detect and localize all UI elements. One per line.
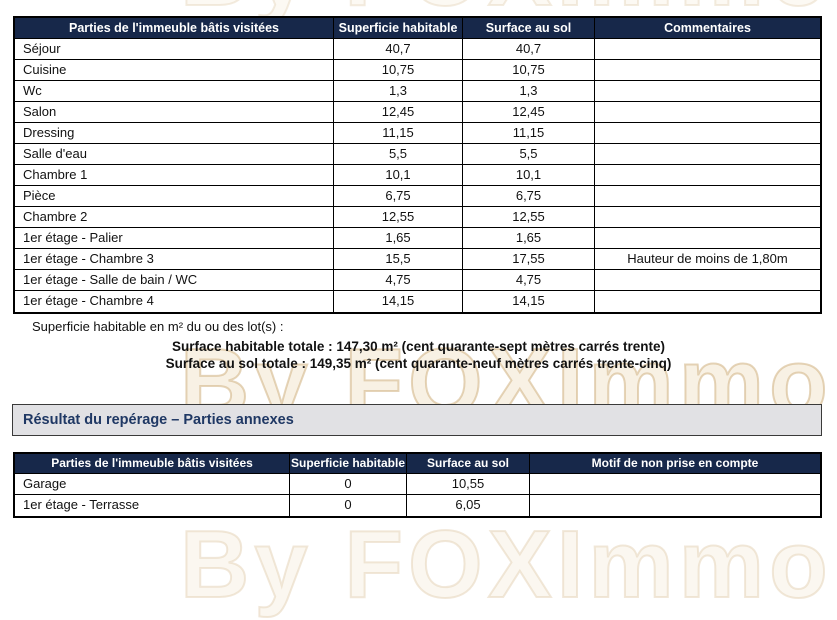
cell-surface: 5,5 bbox=[463, 144, 595, 165]
cell-room-name: Wc bbox=[15, 81, 334, 102]
cell-commentaire bbox=[595, 39, 820, 60]
table-row: Pièce 6,75 6,75 bbox=[15, 186, 820, 207]
cell-surface: 17,55 bbox=[463, 249, 595, 270]
header-superficie-habitable: Superficie habitable bbox=[290, 454, 407, 474]
cell-superficie: 11,15 bbox=[334, 123, 463, 144]
cell-commentaire: Hauteur de moins de 1,80m bbox=[595, 249, 820, 270]
table-row: Wc 1,3 1,3 bbox=[15, 81, 820, 102]
total-habitable-line: Surface habitable totale : 147,30 m² (ce… bbox=[172, 339, 665, 354]
table-row: Salle d'eau 5,5 5,5 bbox=[15, 144, 820, 165]
cell-surface: 1,3 bbox=[463, 81, 595, 102]
cell-room-name: Chambre 2 bbox=[15, 207, 334, 228]
cell-superficie: 12,45 bbox=[334, 102, 463, 123]
cell-superficie: 14,15 bbox=[334, 291, 463, 312]
header-motif: Motif de non prise en compte bbox=[530, 454, 820, 474]
table-row: Chambre 2 12,55 12,55 bbox=[15, 207, 820, 228]
section-title: Résultat du repérage – Parties annexes bbox=[23, 412, 294, 428]
cell-surface: 11,15 bbox=[463, 123, 595, 144]
table-header-row: Parties de l'immeuble bâtis visitées Sup… bbox=[15, 18, 820, 39]
cell-room-name: Salle d'eau bbox=[15, 144, 334, 165]
habitable-parts-table: Parties de l'immeuble bâtis visitées Sup… bbox=[13, 16, 822, 314]
cell-surface: 12,45 bbox=[463, 102, 595, 123]
table-row: 1er étage - Chambre 3 15,5 17,55 Hauteur… bbox=[15, 249, 820, 270]
cell-room-name: Salon bbox=[15, 102, 334, 123]
cell-commentaire bbox=[595, 102, 820, 123]
cell-superficie: 4,75 bbox=[334, 270, 463, 291]
cell-surface: 14,15 bbox=[463, 291, 595, 312]
cell-commentaire bbox=[595, 60, 820, 81]
cell-room-name: Chambre 1 bbox=[15, 165, 334, 186]
table-row: 1er étage - Chambre 4 14,15 14,15 bbox=[15, 291, 820, 312]
header-parties: Parties de l'immeuble bâtis visitées bbox=[15, 454, 290, 474]
cell-superficie: 5,5 bbox=[334, 144, 463, 165]
cell-room-name: 1er étage - Chambre 3 bbox=[15, 249, 334, 270]
cell-surface: 10,1 bbox=[463, 165, 595, 186]
table-row: 1er étage - Palier 1,65 1,65 bbox=[15, 228, 820, 249]
cell-surface: 6,75 bbox=[463, 186, 595, 207]
cell-motif bbox=[530, 495, 820, 516]
cell-commentaire bbox=[595, 165, 820, 186]
document-page: Parties de l'immeuble bâtis visitées Sup… bbox=[0, 16, 837, 518]
cell-superficie: 10,75 bbox=[334, 60, 463, 81]
cell-surface: 10,75 bbox=[463, 60, 595, 81]
cell-room-name: 1er étage - Terrasse bbox=[15, 495, 290, 516]
header-parties: Parties de l'immeuble bâtis visitées bbox=[15, 18, 334, 39]
cell-superficie: 40,7 bbox=[334, 39, 463, 60]
cell-commentaire bbox=[595, 123, 820, 144]
cell-room-name: 1er étage - Salle de bain / WC bbox=[15, 270, 334, 291]
cell-room-name: Séjour bbox=[15, 39, 334, 60]
cell-commentaire bbox=[595, 291, 820, 312]
header-surface-au-sol: Surface au sol bbox=[463, 18, 595, 39]
header-surface-au-sol: Surface au sol bbox=[407, 454, 530, 474]
superficie-note: Superficie habitable en m² du ou des lot… bbox=[32, 319, 284, 334]
section-title-bar: Résultat du repérage – Parties annexes bbox=[12, 404, 822, 436]
table-row: Séjour 40,7 40,7 bbox=[15, 39, 820, 60]
cell-commentaire bbox=[595, 186, 820, 207]
cell-surface: 1,65 bbox=[463, 228, 595, 249]
cell-surface: 40,7 bbox=[463, 39, 595, 60]
annex-parts-table: Parties de l'immeuble bâtis visitées Sup… bbox=[13, 452, 822, 518]
table-row: Cuisine 10,75 10,75 bbox=[15, 60, 820, 81]
cell-commentaire bbox=[595, 207, 820, 228]
cell-commentaire bbox=[595, 144, 820, 165]
cell-commentaire bbox=[595, 228, 820, 249]
table-row: Dressing 11,15 11,15 bbox=[15, 123, 820, 144]
header-superficie-habitable: Superficie habitable bbox=[334, 18, 463, 39]
cell-superficie: 10,1 bbox=[334, 165, 463, 186]
cell-commentaire bbox=[595, 81, 820, 102]
table-row: 1er étage - Salle de bain / WC 4,75 4,75 bbox=[15, 270, 820, 291]
table-row: Garage 0 10,55 bbox=[15, 474, 820, 495]
cell-superficie: 12,55 bbox=[334, 207, 463, 228]
cell-surface: 12,55 bbox=[463, 207, 595, 228]
cell-superficie: 1,65 bbox=[334, 228, 463, 249]
cell-room-name: Pièce bbox=[15, 186, 334, 207]
cell-room-name: 1er étage - Chambre 4 bbox=[15, 291, 334, 312]
table-row: Chambre 1 10,1 10,1 bbox=[15, 165, 820, 186]
cell-motif bbox=[530, 474, 820, 495]
cell-superficie: 0 bbox=[290, 474, 407, 495]
table-header-row: Parties de l'immeuble bâtis visitées Sup… bbox=[15, 454, 820, 474]
cell-surface: 4,75 bbox=[463, 270, 595, 291]
header-commentaires: Commentaires bbox=[595, 18, 820, 39]
total-sol-line: Surface au sol totale : 149,35 m² (cent … bbox=[165, 355, 672, 371]
cell-commentaire bbox=[595, 270, 820, 291]
cell-superficie: 0 bbox=[290, 495, 407, 516]
table-row: 1er étage - Terrasse 0 6,05 bbox=[15, 495, 820, 516]
cell-room-name: 1er étage - Palier bbox=[15, 228, 334, 249]
cell-superficie: 15,5 bbox=[334, 249, 463, 270]
cell-room-name: Dressing bbox=[15, 123, 334, 144]
totals-block: Surface habitable totale : 147,30 m² (ce… bbox=[0, 339, 837, 372]
cell-room-name: Cuisine bbox=[15, 60, 334, 81]
cell-superficie: 6,75 bbox=[334, 186, 463, 207]
cell-surface: 10,55 bbox=[407, 474, 530, 495]
cell-superficie: 1,3 bbox=[334, 81, 463, 102]
table-row: Salon 12,45 12,45 bbox=[15, 102, 820, 123]
cell-room-name: Garage bbox=[15, 474, 290, 495]
cell-surface: 6,05 bbox=[407, 495, 530, 516]
